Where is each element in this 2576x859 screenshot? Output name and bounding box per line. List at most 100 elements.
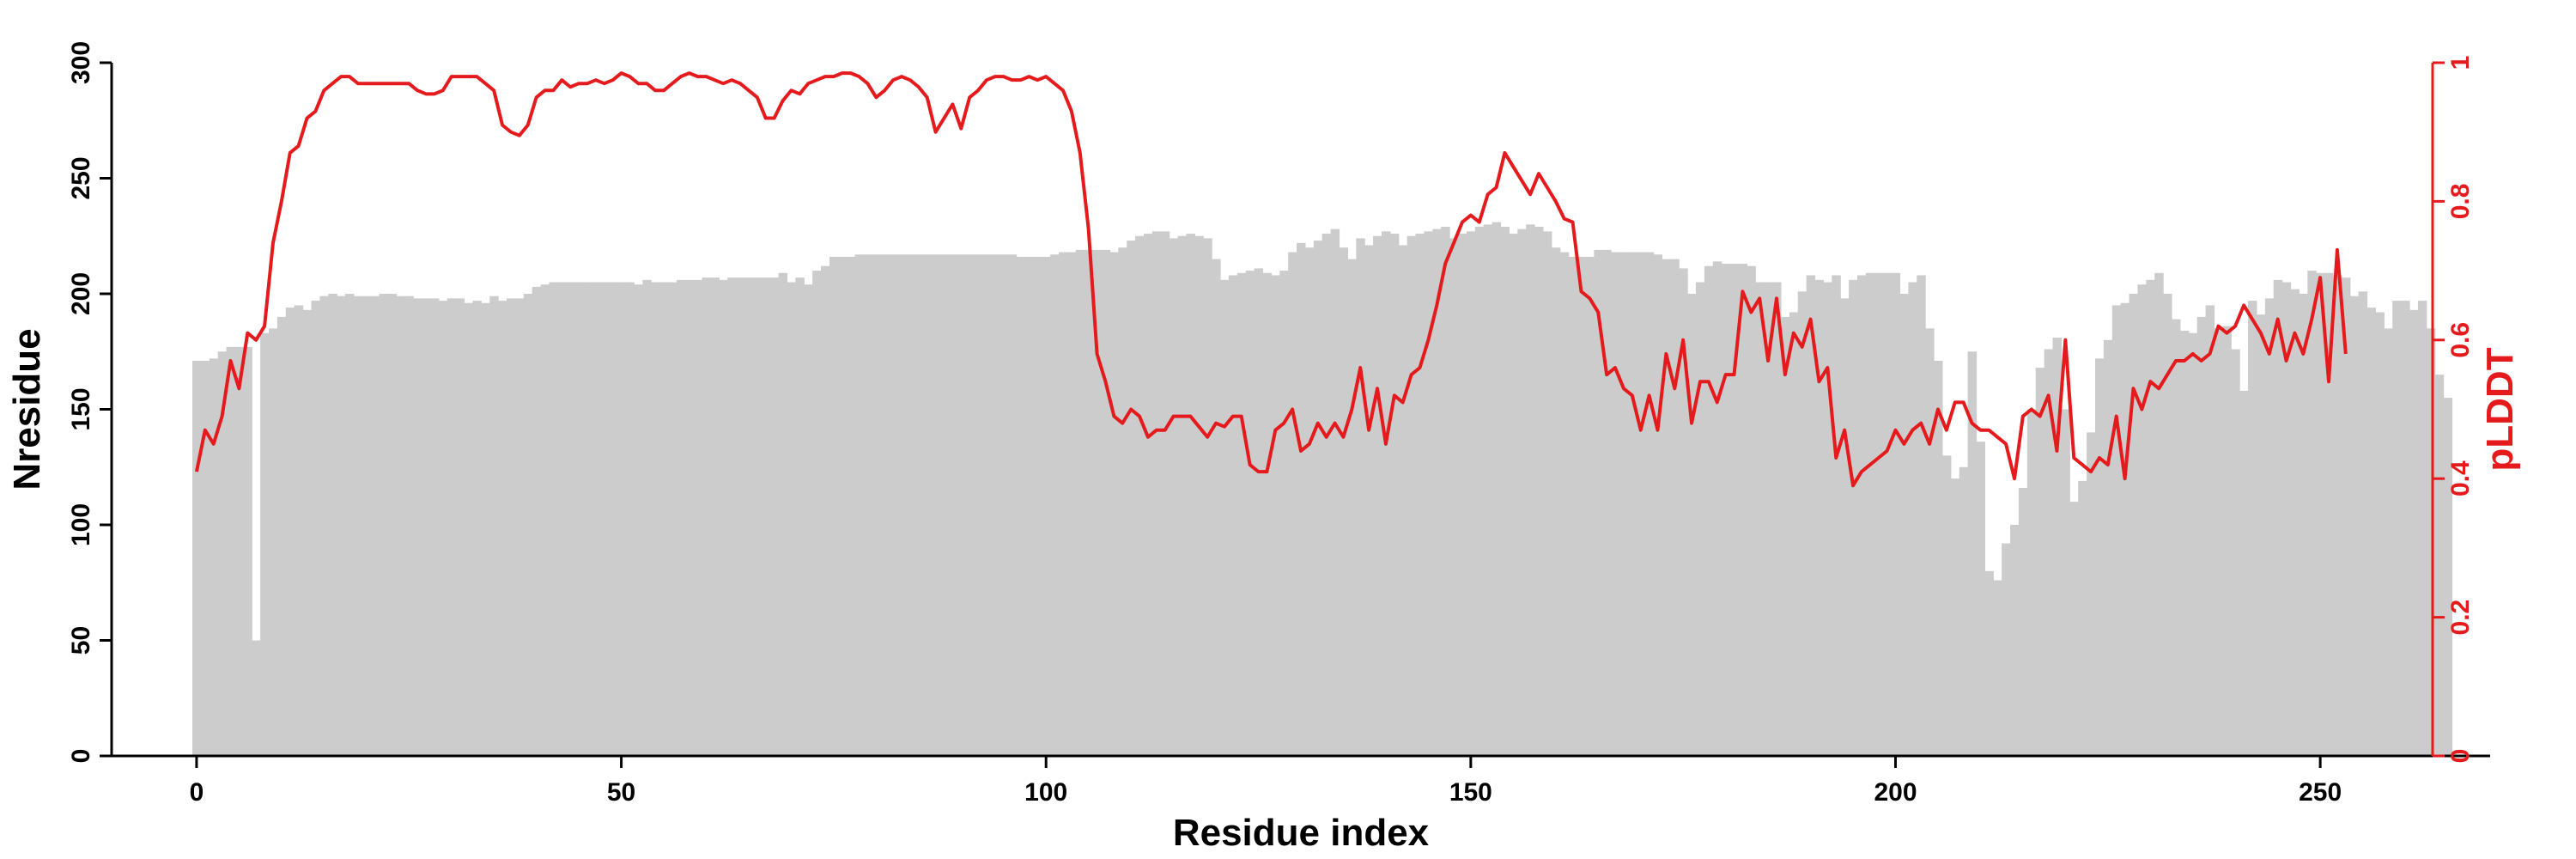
bar [1984,570,1994,756]
bar [1976,442,1985,756]
bar [914,254,924,756]
bar [1279,271,1289,757]
bar [2349,295,2360,756]
bar [1891,272,1901,756]
bar [1059,252,1068,757]
bar [294,305,304,756]
bar [922,254,933,756]
bar [1967,351,1978,756]
bar [209,358,219,756]
bar [2316,272,2325,756]
bar [1917,275,1926,757]
bar [1747,265,1756,757]
bar [2290,289,2300,756]
bar [1797,291,1807,756]
bar [311,301,320,756]
bar [2341,277,2351,756]
bar [599,282,610,756]
bar [353,295,363,756]
bar [939,254,950,756]
bar [769,277,780,756]
bar [1772,282,1782,756]
bar [2358,291,2368,756]
bar [1254,268,1264,756]
y-left-tick-label: 50 [67,626,95,655]
bar [2281,282,2292,756]
bar [2129,294,2139,756]
bar [260,332,270,756]
bar [489,295,499,756]
bar [1297,242,1306,756]
bar [1007,254,1018,756]
bar [880,254,890,756]
bar [1679,268,1688,756]
bar [523,294,533,756]
bar [1203,238,1212,756]
bar [1856,275,1867,757]
y-left-tick-label: 0 [67,749,95,764]
bar [999,254,1009,756]
bar [752,277,762,756]
bar [1670,259,1680,756]
bar [1941,455,1952,756]
bar [2061,409,2070,756]
bar [1381,231,1391,756]
bar [2010,525,2020,756]
bar [1780,316,1790,756]
bar [2069,502,2079,756]
bar [982,254,992,756]
bar [2401,301,2410,756]
bar [1687,294,1697,756]
bar [1534,226,1544,756]
bar [2146,279,2155,756]
bar [1908,282,1917,756]
bar [2434,375,2445,756]
x-tick-label: 250 [2299,778,2342,807]
bar [1832,275,1841,757]
bar [200,361,210,756]
bar [404,295,414,756]
bar [2103,339,2113,756]
bar [226,346,236,756]
bar [905,254,915,756]
bar [1169,238,1179,756]
bar [574,282,584,756]
bar [948,254,957,756]
bar [2087,432,2096,756]
bar [337,295,346,756]
bar [659,282,669,756]
y-right-tick-label: 0.2 [2446,600,2475,636]
bar [617,282,627,756]
bar [1526,224,1535,756]
bar [2205,305,2215,756]
bar [2094,358,2105,756]
bar [1024,256,1034,757]
bar [651,282,660,756]
bar [1568,256,1578,757]
bar [2035,368,2045,756]
bar [1542,231,1552,756]
bar [2299,294,2308,756]
y-right-tick-label: 0 [2446,749,2475,764]
bar [1347,259,1357,756]
x-tick-label: 200 [1874,778,1917,807]
bar [2018,487,2028,756]
bar [1449,238,1459,756]
bar [1186,234,1195,756]
bar [1483,224,1493,756]
bar [532,286,542,756]
bar [1220,279,1230,756]
bar [507,298,516,756]
bar [276,316,287,756]
bar [2426,328,2436,756]
bar [2179,331,2190,756]
bar [1262,272,1272,756]
bar [1127,241,1136,756]
bar [1075,249,1085,756]
bar [736,277,745,756]
bar [2264,298,2275,756]
bar [429,298,440,756]
bar [957,254,966,756]
bar [837,256,848,757]
bar [2222,326,2232,756]
